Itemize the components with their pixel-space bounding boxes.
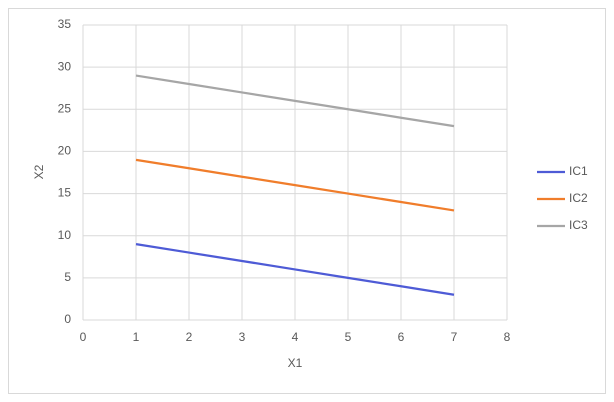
y-tick-label: 5 — [64, 270, 71, 284]
chart-border — [8, 8, 606, 394]
line-series — [135, 243, 455, 296]
x-tick-label: 0 — [80, 330, 87, 344]
x-tick-label: 2 — [186, 330, 193, 344]
y-tick-label: 10 — [58, 228, 72, 242]
x-tick-label: 8 — [504, 330, 511, 344]
y-tick-label: 30 — [58, 59, 72, 73]
x-tick-label: 6 — [398, 330, 405, 344]
line-series — [135, 74, 455, 128]
y-tick-label: 15 — [58, 186, 72, 200]
legend-label: IC3 — [569, 218, 588, 232]
y-tick-label: 20 — [58, 144, 72, 158]
x-tick-label: 7 — [451, 330, 458, 344]
x-tick-label: 4 — [292, 330, 299, 344]
y-tick-label: 25 — [58, 101, 72, 115]
y-axis-label: X2 — [32, 164, 46, 179]
x-tick-label: 3 — [239, 330, 246, 344]
y-tick-label: 35 — [58, 17, 72, 31]
legend-label: IC1 — [569, 164, 588, 178]
x-tick-label: 1 — [133, 330, 140, 344]
legend-label: IC2 — [569, 191, 588, 205]
line-series — [135, 158, 455, 212]
x-axis-label: X1 — [288, 356, 303, 370]
y-tick-label: 0 — [64, 312, 71, 326]
x-tick-label: 5 — [345, 330, 352, 344]
